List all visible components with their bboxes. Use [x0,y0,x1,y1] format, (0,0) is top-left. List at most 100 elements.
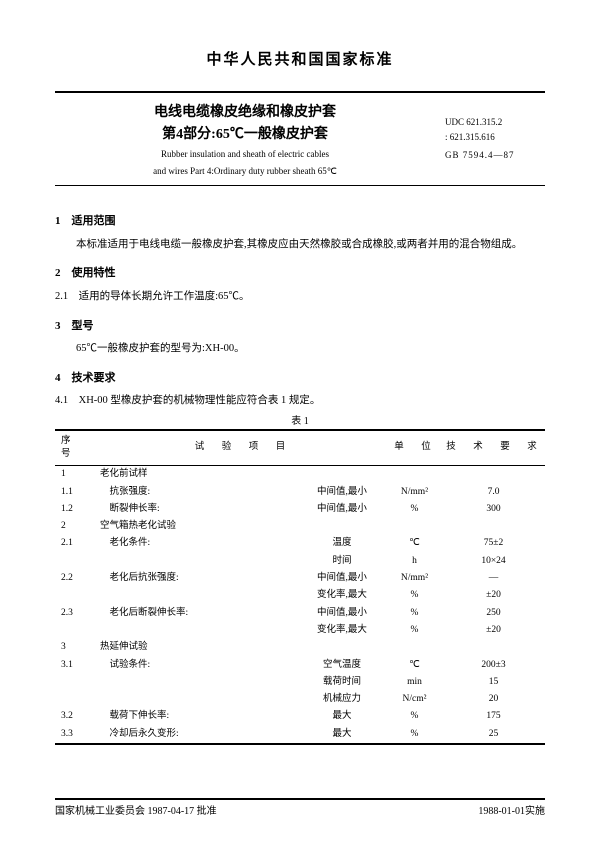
cell-req: 200±3 [442,657,545,674]
cell-unit: N/cm² [387,691,442,708]
org-header: 中华人民共和国国家标准 [55,50,545,71]
cell-mid: 机械应力 [297,691,387,708]
cell-unit: h [387,553,442,570]
cell-req: 25 [442,726,545,744]
footer-right: 1988-01-01实施 [478,805,545,819]
udc-1: UDC 621.315.2 [445,116,545,129]
cell-item: 载荷下伸长率: [97,708,297,725]
cell-mid: 温度 [297,535,387,552]
cell-seq: 3.1 [55,657,97,674]
table-row: 载荷时间min15 [55,674,545,691]
spec-table: 序 号 试 验 项 目 单 位 技 术 要 求 1老化前试样1.1 抗张强度:中… [55,429,545,745]
cell-mid: 空气温度 [297,657,387,674]
title-cn-1: 电线电缆橡皮绝缘和橡皮护套 [55,103,435,123]
cell-item [97,622,297,639]
cell-seq: 3.2 [55,708,97,725]
cell-mid: 中间值,最小 [297,484,387,501]
cell-seq: 1 [55,466,97,484]
cell-seq: 2.3 [55,605,97,622]
cell-item: 冷却后永久变形: [97,726,297,744]
title-en-2: and wires Part 4:Ordinary duty rubber sh… [55,165,435,178]
th-item: 试 验 项 目 [97,430,387,466]
cell-mid [297,466,387,484]
cell-unit: % [387,622,442,639]
cell-seq: 2.2 [55,570,97,587]
cell-req: 10×24 [442,553,545,570]
cell-seq: 3 [55,639,97,656]
th-seq: 序 号 [55,430,97,466]
cell-item [97,691,297,708]
cell-seq: 2 [55,518,97,535]
cell-req: 7.0 [442,484,545,501]
cell-req: 250 [442,605,545,622]
th-req: 技 术 要 求 [442,430,545,466]
sec-3-title: 3 型号 [55,319,545,334]
cell-req: ±20 [442,622,545,639]
table-row: 3.2 载荷下伸长率:最大%175 [55,708,545,725]
table-row: 时间h10×24 [55,553,545,570]
udc-2: : 621.315.616 [445,131,545,144]
table-row: 3.1 试验条件:空气温度℃200±3 [55,657,545,674]
cell-unit: % [387,587,442,604]
cell-req [442,639,545,656]
cell-unit: ℃ [387,535,442,552]
table-row: 1.1 抗张强度:中间值,最小N/mm²7.0 [55,484,545,501]
cell-req: 20 [442,691,545,708]
cell-unit: N/mm² [387,484,442,501]
cell-seq [55,674,97,691]
cell-unit: % [387,605,442,622]
cell-seq: 1.2 [55,501,97,518]
sec-2-title: 2 使用特性 [55,266,545,281]
cell-unit: % [387,726,442,744]
cell-item: 老化后抗张强度: [97,570,297,587]
cell-req: 15 [442,674,545,691]
cell-item: 空气箱热老化试验 [97,518,297,535]
table-row: 变化率,最大%±20 [55,587,545,604]
cell-mid: 时间 [297,553,387,570]
sec-1-title: 1 适用范围 [55,214,545,229]
cell-mid: 中间值,最小 [297,570,387,587]
title-block: 电线电缆橡皮绝缘和橡皮护套 第4部分:65℃一般橡皮护套 Rubber insu… [55,91,545,186]
cell-unit: % [387,501,442,518]
table-row: 机械应力N/cm²20 [55,691,545,708]
cell-mid [297,639,387,656]
cell-req: 75±2 [442,535,545,552]
cell-mid: 变化率,最大 [297,622,387,639]
table-caption: 表 1 [55,415,545,429]
table-row: 3.3 冷却后永久变形:最大%25 [55,726,545,744]
cell-mid: 最大 [297,726,387,744]
table-header-row: 序 号 试 验 项 目 单 位 技 术 要 求 [55,430,545,466]
cell-req [442,518,545,535]
cell-req: — [442,570,545,587]
table-row: 2.3 老化后断裂伸长率:中间值,最小%250 [55,605,545,622]
table-row: 2.1 老化条件:温度℃75±2 [55,535,545,552]
cell-unit [387,518,442,535]
cell-req: ±20 [442,587,545,604]
cell-item: 抗张强度: [97,484,297,501]
cell-item [97,553,297,570]
cell-mid: 中间值,最小 [297,501,387,518]
codes: UDC 621.315.2 : 621.315.616 GB 7594.4—87 [435,116,545,164]
cell-item: 老化后断裂伸长率: [97,605,297,622]
cell-seq [55,587,97,604]
cell-item: 老化条件: [97,535,297,552]
cell-item: 断裂伸长率: [97,501,297,518]
cell-seq [55,691,97,708]
cell-mid: 最大 [297,708,387,725]
th-unit: 单 位 [387,430,442,466]
sec-4-1: 4.1 XH-00 型橡皮护套的机械物理性能应符合表 1 规定。 [55,394,545,409]
cell-seq [55,622,97,639]
title-cn-2: 第4部分:65℃一般橡皮护套 [55,125,435,145]
cell-item: 老化前试样 [97,466,297,484]
cell-unit [387,639,442,656]
table-row: 变化率,最大%±20 [55,622,545,639]
footer-left: 国家机械工业委员会 1987-04-17 批准 [55,805,217,819]
page-footer: 国家机械工业委员会 1987-04-17 批准 1988-01-01实施 [55,798,545,819]
cell-item [97,587,297,604]
gb-code: GB 7594.4—87 [445,149,545,162]
table-row: 2空气箱热老化试验 [55,518,545,535]
cell-mid [297,518,387,535]
cell-req: 175 [442,708,545,725]
sec-1-para: 本标准适用于电线电缆一般橡皮护套,其橡皮应由天然橡胶或合成橡胶,或两者并用的混合… [55,238,545,253]
cell-item: 试验条件: [97,657,297,674]
